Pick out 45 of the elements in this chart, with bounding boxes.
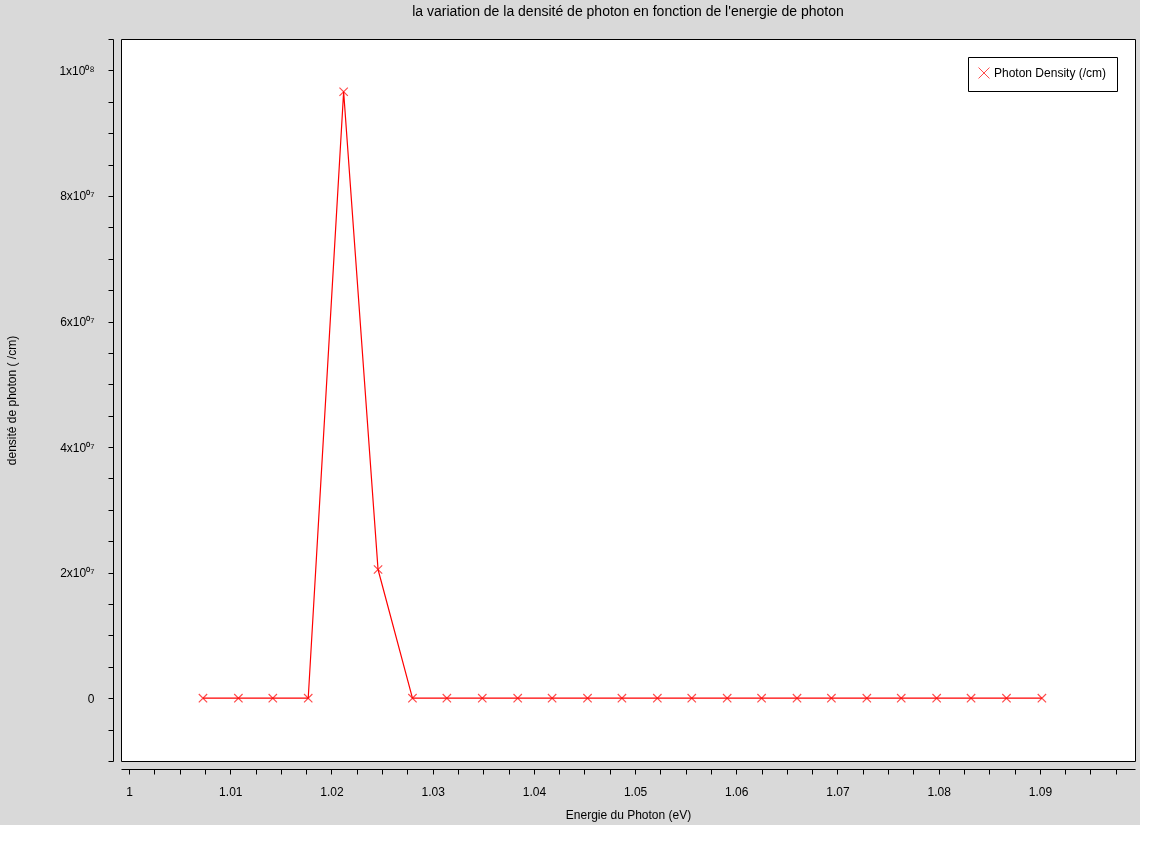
point	[966, 693, 976, 703]
y-axis-title: densité de photon ( /cm)	[5, 335, 20, 466]
y-tick-label: 6x10⁰⁷	[60, 315, 95, 330]
x-tick-label: 1.03	[421, 784, 446, 799]
point	[407, 693, 418, 703]
point	[338, 86, 349, 97]
x-tick-label: 1.01	[219, 784, 243, 799]
x-tick-label: 1.04	[522, 784, 547, 799]
point	[826, 693, 837, 703]
legend-label: Photon Density (/cm)	[994, 66, 1107, 80]
point	[931, 693, 942, 703]
point	[652, 693, 663, 703]
point	[792, 693, 802, 703]
point	[896, 693, 907, 703]
point	[756, 693, 767, 703]
x-tick-label: 1.07	[826, 784, 850, 799]
y-tick-label: 4x10⁰⁷	[60, 440, 95, 455]
y-tick-label: 8x10⁰⁷	[60, 189, 95, 204]
x-tick-label: 1.06	[725, 784, 749, 799]
x-tick-label: 1.08	[927, 784, 952, 799]
x-tick-label: 1.09	[1028, 784, 1053, 799]
chart-title: la variation de la densité de photon en fonction de l'energie de photon	[412, 3, 844, 19]
point	[722, 693, 732, 703]
point	[442, 693, 452, 703]
point	[1037, 693, 1047, 703]
point	[477, 693, 488, 703]
point	[617, 693, 627, 703]
point	[1001, 693, 1012, 703]
y-tick-label: 2x10⁰⁷	[60, 566, 95, 581]
x-tick-label: 1.05	[623, 784, 648, 799]
y-tick-label: 1x10⁰⁸	[59, 63, 95, 78]
x-axis-title: Energie du Photon (eV)	[565, 807, 692, 822]
point	[582, 693, 593, 703]
x-tick-label: 1	[126, 784, 134, 799]
x-tick-label: 1.02	[320, 784, 344, 799]
point	[547, 693, 557, 703]
point	[268, 693, 278, 703]
point	[373, 564, 383, 575]
point	[686, 693, 697, 703]
point	[512, 693, 523, 703]
point	[198, 693, 208, 703]
y-tick-label: 0	[87, 691, 95, 706]
point	[303, 693, 313, 703]
point	[233, 693, 244, 703]
point	[862, 693, 872, 703]
